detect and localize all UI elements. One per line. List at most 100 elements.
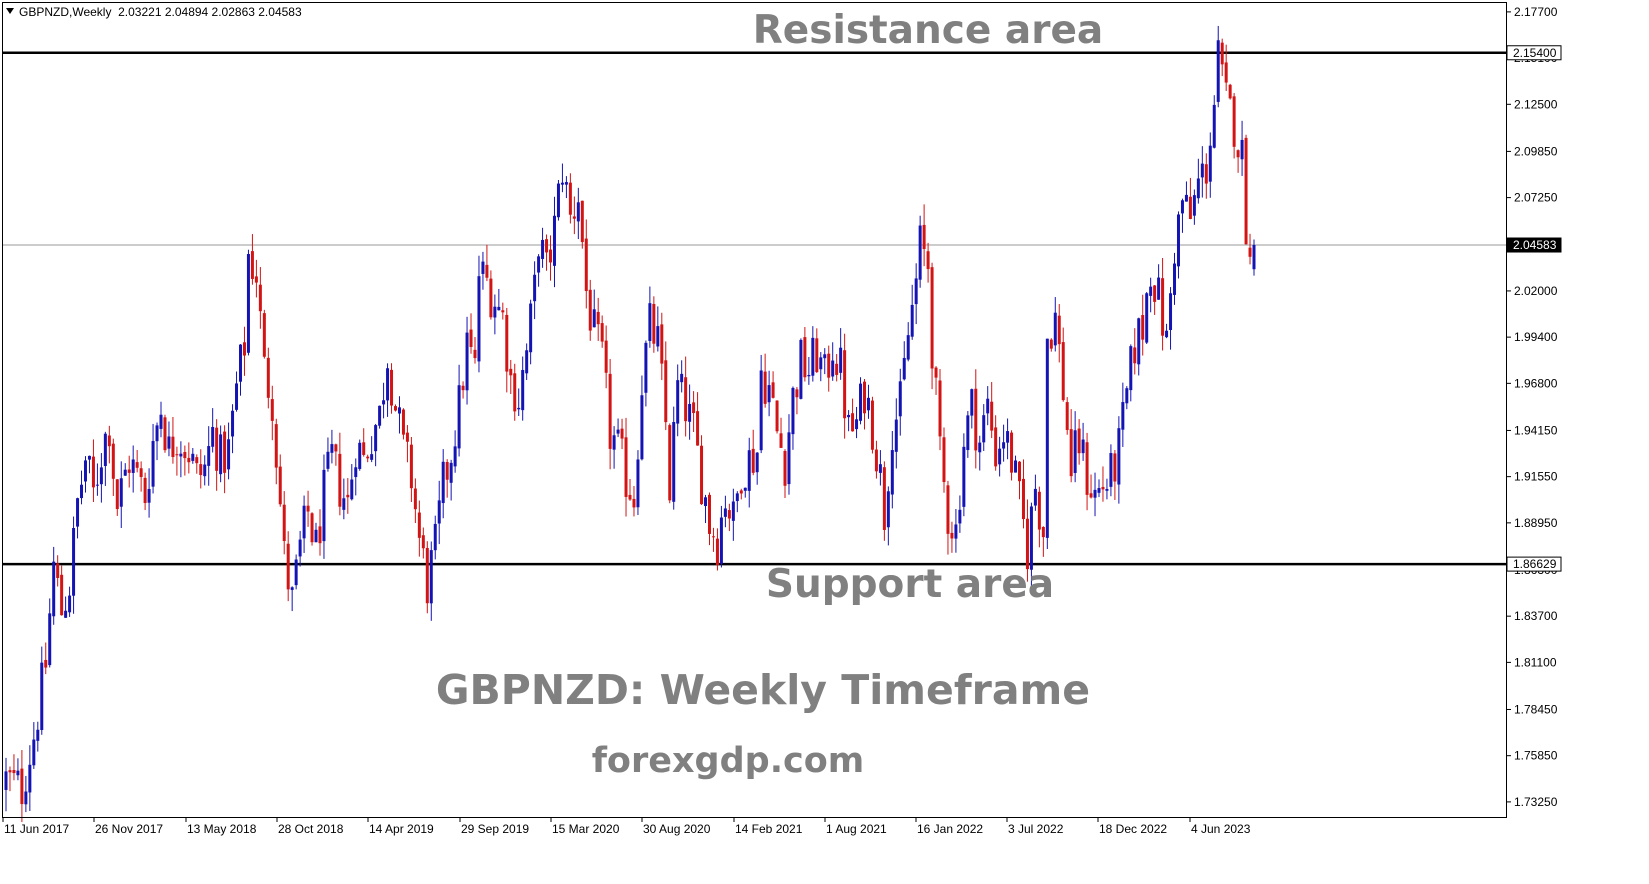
candle-bull <box>314 529 318 543</box>
candle-bear <box>127 469 131 473</box>
candle-bear <box>990 401 994 431</box>
y-tick-label: 1.81100 <box>1514 655 1557 669</box>
candle-bull <box>397 407 401 414</box>
y-tick-label: 2.09850 <box>1514 144 1558 158</box>
candle-bull <box>378 405 382 426</box>
candle-bear <box>1037 491 1041 530</box>
candle-bull <box>40 662 44 730</box>
candle-bull <box>350 479 354 500</box>
candle-bull <box>358 442 362 469</box>
candle-bull <box>238 344 242 382</box>
candle-bull <box>76 498 80 527</box>
candle-bull <box>1053 312 1057 346</box>
candle-bull <box>1240 139 1244 160</box>
candle-bear <box>763 371 767 404</box>
candle-bear <box>588 289 592 331</box>
candle-bull <box>151 441 155 487</box>
candle-bear <box>199 464 203 476</box>
candle-bull <box>855 419 859 430</box>
candle-bull <box>791 387 795 435</box>
candle-bear <box>684 377 688 422</box>
candle-bull <box>958 509 962 524</box>
candle-bear <box>843 350 847 419</box>
candle-bull <box>1149 286 1153 296</box>
candle-bull <box>294 559 298 586</box>
candle-bear <box>270 399 274 421</box>
candle-bull <box>374 425 378 452</box>
resistance-price-tag <box>1506 45 1562 61</box>
candle-bull <box>811 337 815 376</box>
candle-bull <box>497 306 501 311</box>
x-tick-label: 3 Jul 2022 <box>1008 822 1064 836</box>
candle-bull <box>103 433 107 467</box>
candle-bear <box>223 431 227 473</box>
candle-bull <box>723 508 727 517</box>
candle-bear <box>942 437 946 483</box>
candle-bear <box>1153 285 1157 302</box>
candle-bull <box>231 410 235 437</box>
candle-bull <box>1137 318 1141 365</box>
candle-bull <box>859 383 863 421</box>
candle-bear <box>175 454 179 456</box>
candlestick-series <box>4 25 1256 823</box>
candle-bear <box>1133 347 1137 364</box>
plot-frame <box>2 2 1507 818</box>
candle-bear <box>946 485 950 534</box>
candle-bear <box>660 324 664 364</box>
candle-bull <box>755 452 759 473</box>
candle-bull <box>847 414 851 418</box>
resistance-price-label: 2.15400 <box>1513 46 1557 60</box>
candle-bull <box>537 256 541 273</box>
candle-bull <box>298 539 302 557</box>
candle-bear <box>254 276 258 283</box>
candle-bull <box>191 453 195 461</box>
chart-title: GBPNZD: Weekly Timeframe <box>436 666 1090 714</box>
candle-bear <box>489 278 493 318</box>
candle-bull <box>592 309 596 328</box>
candle-bear <box>20 768 24 805</box>
candle-bull <box>676 380 680 424</box>
candle-bear <box>262 313 266 357</box>
candle-bear <box>870 400 874 450</box>
candle-bull <box>322 469 326 542</box>
candle-bear <box>346 494 350 498</box>
candle-bear <box>771 382 775 398</box>
symbol-info: GBPNZD,Weekly 2.03221 2.04894 2.02863 2.… <box>19 5 302 19</box>
candle-bull <box>386 368 390 401</box>
candle-bear <box>107 435 111 447</box>
candle-bull <box>839 347 843 373</box>
candle-bear <box>727 510 731 519</box>
candle-bear <box>135 462 139 468</box>
candle-bull <box>4 771 8 790</box>
candle-bull <box>290 587 294 590</box>
candle-bull <box>1173 263 1177 295</box>
chart-header: GBPNZD,Weekly 2.03221 2.04894 2.02863 2.… <box>6 5 302 19</box>
triangle-down-icon[interactable] <box>6 8 14 14</box>
candle-bull <box>1125 388 1129 404</box>
candle-bull <box>533 274 537 302</box>
candle-bear <box>1236 150 1240 158</box>
candle-bear <box>183 452 187 459</box>
candle-bear <box>215 427 219 471</box>
candle-bull <box>886 491 890 528</box>
candle-bull <box>453 446 457 467</box>
candle-bull <box>767 385 771 403</box>
x-tick-label: 1 Aug 2021 <box>826 822 887 836</box>
candle-bear <box>652 303 656 344</box>
candle-bear <box>692 402 696 414</box>
candle-bull <box>326 451 330 469</box>
candle-bear <box>91 456 95 488</box>
candle-bear <box>250 251 254 279</box>
candle-bull <box>449 462 453 483</box>
candle-bear <box>779 433 783 448</box>
candle-bear <box>1021 478 1025 520</box>
candle-bull <box>759 370 763 451</box>
candle-bear <box>286 543 290 590</box>
candle-bull <box>1002 442 1006 449</box>
candle-bear <box>338 453 342 507</box>
candle-bull <box>1180 200 1184 214</box>
support-label: Support area <box>766 562 1054 607</box>
candle-bull <box>36 729 40 741</box>
candle-bull <box>962 446 966 507</box>
